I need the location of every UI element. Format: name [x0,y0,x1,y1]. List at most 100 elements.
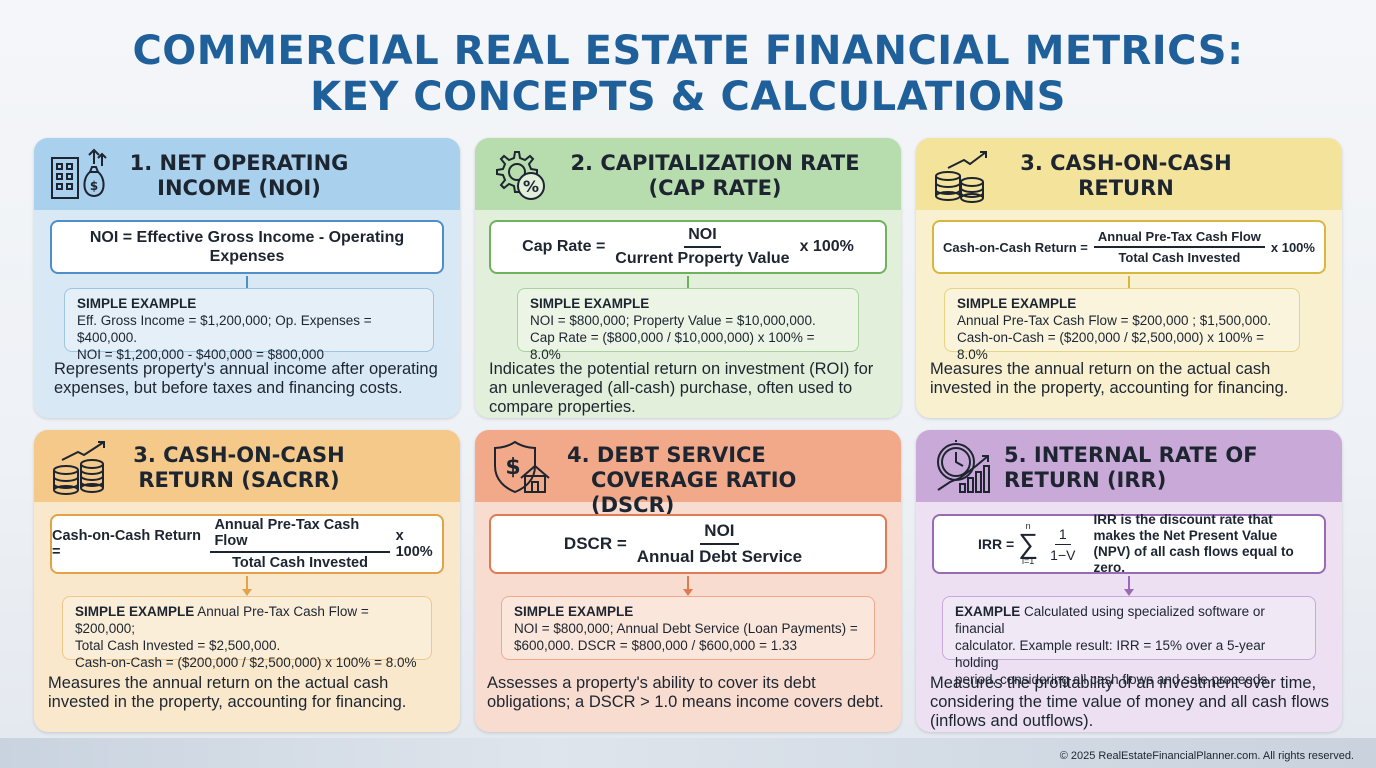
card-title-line2: INCOME (NOI) [157,176,321,200]
card-description: Assesses a property's ability to cover i… [487,674,884,711]
card-description: Measures the profitability of an investm… [930,674,1329,730]
formula-denominator: Current Property Value [615,250,790,267]
example-box: EXAMPLE Calculated using specialized sof… [942,596,1316,687]
example-box: SIMPLE EXAMPLE NOI = $800,000; Annual De… [501,596,875,660]
formula-lhs: IRR = [978,536,1015,552]
card-header [475,138,901,210]
formula-box: IRR = n ∑ i=1 1 1−V IRR is the discount … [932,512,1326,575]
example-box: SIMPLE EXAMPLE Annual Pre-Tax Cash Flow … [944,288,1300,362]
sum-upper-limit: n [1025,521,1031,531]
example-line: Cash-on-Cash = ($200,000 / $2,500,000) x… [957,330,1264,362]
example-line: period, considering all cash flows and s… [955,672,1271,687]
card-cash-on-cash-sacrr: 3. CASH-ON-CASH RETURN (SACRR) Cash-on-C… [34,430,460,732]
clock-chart-icon [937,440,990,493]
formula-fraction: Annual Pre-Tax Cash Flow Total Cash Inve… [1093,229,1265,265]
formula-denominator: Annual Debt Service [636,547,803,566]
formula-lhs: Cap Rate = [522,238,606,255]
formula-box: Cash-on-Cash Return = Annual Pre-Tax Cas… [50,514,444,574]
card-title-line2: RETURN (IRR) [1004,468,1167,492]
card-title: 3. CASH-ON-CASH RETURN [1016,151,1236,201]
formula-box: Cash-on-Cash Return = Annual Pre-Tax Cas… [932,220,1326,274]
card-title-line1: 3. CASH-ON-CASH [1020,151,1232,175]
card-title: 2. CAPITALIZATION RATE (CAP RATE) [565,151,865,201]
arrow-icon [683,576,693,596]
example-line: NOI = $800,000; Annual Debt Service (Loa… [514,621,858,636]
formula-lhs: Cash-on-Cash Return = [52,528,202,560]
card-description: Represents property's annual income afte… [54,360,438,397]
example-line: calculator. Example result: IRR = 15% ov… [955,638,1266,670]
formula-denominator: Total Cash Invested [1118,250,1241,265]
svg-text:$: $ [505,455,520,480]
example-label: SIMPLE EXAMPLE [957,296,1077,311]
example-inline: Calculated using specialized software or… [955,604,1265,636]
formula-numerator: Annual Pre-Tax Cash Flow [210,517,390,553]
formula-rhs: x 100% [1270,239,1315,255]
formula-fraction: NOI Current Property Value [611,226,793,268]
sum-lower-limit: i=1 [1022,556,1035,566]
example-line: Annual Pre-Tax Cash Flow = $200,000 ; $1… [957,313,1272,328]
formula-box: Cap Rate = NOI Current Property Value x … [489,220,887,274]
example-line: Total Cash Invested = $2,500,000. [75,638,281,653]
card-irr: 5. INTERNAL RATE OF RETURN (IRR) IRR = n… [916,430,1342,732]
formula-fraction: 1 1−V [1046,526,1079,563]
formula-numerator: 1 [1054,526,1071,545]
example-box: SIMPLE EXAMPLE Annual Pre-Tax Cash Flow … [62,596,432,670]
formula-numerator: NOI [700,521,739,545]
card-dscr: $ 4. DEBT SERVICE COVERAGE RATIO (DSCR) … [475,430,901,732]
example-label: SIMPLE EXAMPLE [514,604,634,619]
example-label: EXAMPLE [955,604,1021,619]
formula-rhs: x 100% [799,238,854,255]
card-title-line2: RETURN (SACRR) [138,468,340,492]
card-noi: $ 1. NET OPERATING INCOME (NOI) NOI = Ef… [34,138,460,418]
formula-fraction: Annual Pre-Tax Cash Flow Total Cash Inve… [210,517,390,571]
card-title-line2: COVERAGE RATIO (DSCR) [591,468,797,517]
coins-growth-icon [935,151,987,203]
page-title: COMMERCIAL REAL ESTATE FINANCIAL METRICS… [0,28,1376,120]
card-title: 4. DEBT SERVICE COVERAGE RATIO (DSCR) [559,443,879,518]
card-header [34,138,460,210]
formula-numerator: NOI [684,226,721,248]
summation-icon: n ∑ i=1 [1018,521,1039,566]
example-line: Eff. Gross Income = $1,200,000; Op. Expe… [77,313,372,345]
example-line: Cash-on-Cash = ($200,000 / $2,500,000) x… [75,655,417,670]
arrow-icon [242,576,252,596]
card-title-line1: 3. CASH-ON-CASH [133,443,345,467]
example-line: Cap Rate = ($800,000 / $10,000,000) x 10… [530,330,815,362]
card-cap-rate: % 2. CAPITALIZATION RATE (CAP RATE) Cap … [475,138,901,418]
formula-lhs: DSCR = [563,534,627,553]
card-title: 5. INTERNAL RATE OF RETURN (IRR) [1004,443,1304,493]
background-band [0,738,1376,768]
card-title-line2: (CAP RATE) [648,176,782,200]
formula-fraction: NOI Annual Debt Service [633,521,806,567]
card-title-line2: RETURN [1078,176,1174,200]
coins-growth-icon [53,441,105,495]
building-moneybag-icon: $ [51,148,107,199]
example-box: SIMPLE EXAMPLE Eff. Gross Income = $1,20… [64,288,434,362]
formula-box: DSCR = NOI Annual Debt Service [489,514,887,574]
example-line: NOI = $1,200,000 - $400,000 = $800,000 [77,347,324,362]
shield-house-dollar-icon: $ [494,440,550,494]
card-title-line1: 5. INTERNAL RATE OF [1004,443,1258,467]
example-label: SIMPLE EXAMPLE [530,296,650,311]
card-description: Measures the annual return on the actual… [48,674,407,711]
card-title-line1: 1. NET OPERATING [129,151,349,175]
card-title-line1: 4. DEBT SERVICE [567,443,766,467]
arrow-icon [1124,576,1134,596]
card-header [916,138,1342,210]
copyright-footer: © 2025 RealEstateFinancialPlanner.com. A… [1059,750,1354,762]
formula-denominator: 1−V [1050,546,1076,563]
svg-text:%: % [523,177,539,196]
page-title-line1: COMMERCIAL REAL ESTATE FINANCIAL METRICS… [132,28,1244,74]
formula-box: NOI = Effective Gross Income - Operating… [50,220,444,274]
card-cash-on-cash: 3. CASH-ON-CASH RETURN Cash-on-Cash Retu… [916,138,1342,418]
card-title: 1. NET OPERATING INCOME (NOI) [124,151,354,201]
page-title-line2: KEY CONCEPTS & CALCULATIONS [310,74,1066,120]
formula-text-line2: Expenses [209,248,285,265]
example-line: NOI = $800,000; Property Value = $10,000… [530,313,816,328]
formula-denominator: Total Cash Invested [232,555,368,571]
svg-text:$: $ [90,179,98,193]
gear-percent-icon: % [496,151,545,200]
example-inline: Annual Pre-Tax Cash Flow = $200,000; [75,604,369,636]
example-label: SIMPLE EXAMPLE [75,604,195,619]
card-description: Indicates the potential return on invest… [489,360,874,416]
